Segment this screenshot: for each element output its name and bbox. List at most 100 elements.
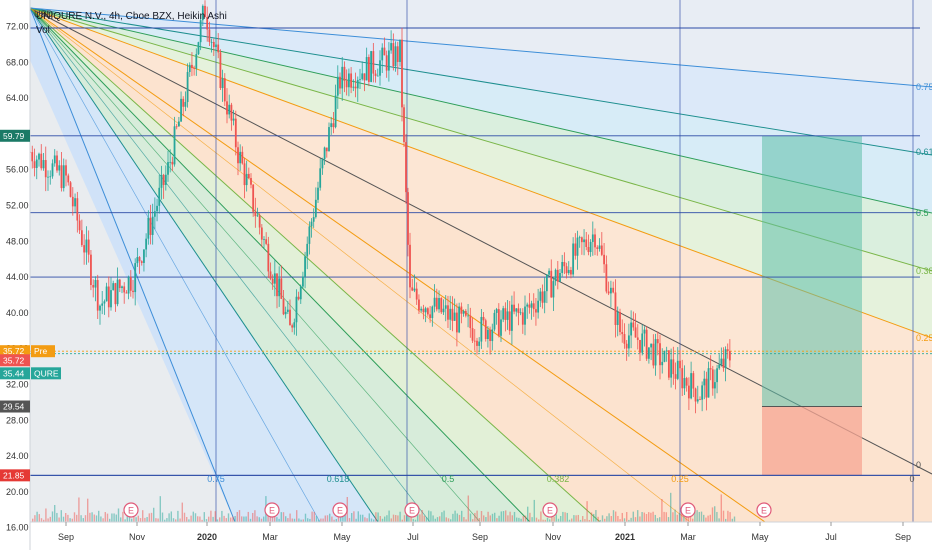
volume-bar: [144, 517, 146, 522]
candle-body: [164, 174, 167, 185]
candle-body: [376, 75, 379, 77]
volume-bar: [241, 516, 243, 522]
candle-body: [451, 308, 454, 321]
volume-bar: [388, 510, 390, 522]
price-badge-tag: [31, 367, 61, 380]
candle-body: [83, 245, 86, 253]
candle-body: [243, 163, 246, 186]
volume-bar: [729, 512, 731, 522]
candle-body: [184, 102, 187, 107]
candle-body: [314, 199, 317, 218]
volume-bar: [434, 518, 436, 522]
candle-body: [513, 304, 515, 312]
candle-body: [453, 312, 456, 321]
volume-bar: [219, 517, 221, 522]
volume-bar: [67, 514, 69, 522]
volume-bar: [423, 515, 425, 522]
candle-body: [464, 310, 467, 316]
candles: [29, 0, 731, 414]
volume-bar: [227, 513, 230, 522]
candle-body: [372, 51, 375, 74]
price-badge-tag-text: Pre: [34, 346, 48, 356]
candle-body: [90, 254, 92, 286]
volume-bar: [705, 517, 707, 522]
candle-body: [361, 73, 364, 80]
volume-bar: [260, 518, 263, 522]
candle-body: [269, 271, 272, 279]
volume-bar: [157, 518, 159, 522]
candle-body: [276, 273, 278, 297]
candle-body: [663, 350, 666, 362]
candle-body: [284, 311, 287, 315]
volume-bar: [463, 517, 465, 522]
volume-bar: [353, 511, 355, 522]
candle-body: [619, 312, 621, 333]
volume-bar: [544, 519, 546, 522]
volume-bar: [183, 512, 186, 522]
fan-bottom-label: 0: [909, 474, 914, 484]
candle-body: [709, 368, 712, 370]
volume-bar: [731, 518, 733, 522]
candle-body: [692, 373, 695, 389]
candle-body: [278, 278, 281, 297]
earnings-marker[interactable]: [542, 502, 558, 518]
volume-bar: [714, 506, 716, 522]
candle-body: [424, 308, 427, 313]
candle-body: [561, 261, 564, 273]
volume-bar: [590, 512, 593, 522]
y-axis-bg: [0, 0, 30, 522]
price-badges: 59.79 35.72 Pre 35.72 35.44 QURE 29.54 21.85: [0, 129, 61, 482]
candle-body: [317, 187, 319, 200]
volume-bar: [113, 513, 115, 522]
volume-bar: [615, 511, 617, 522]
earnings-marker[interactable]: [756, 502, 772, 518]
candle-body: [476, 340, 478, 346]
profit-zone[interactable]: [762, 135, 862, 407]
candle-body: [87, 239, 90, 255]
candle-body: [125, 292, 128, 294]
earnings-marker[interactable]: [264, 502, 280, 518]
price-badge-text: 21.85: [3, 470, 25, 480]
volume-bar: [703, 514, 705, 522]
volume-bar: [575, 515, 577, 522]
volume-bar: [452, 513, 454, 522]
long-position-tool[interactable]: [762, 135, 862, 476]
volume-bar: [366, 518, 368, 522]
candle-body: [585, 239, 588, 247]
candle-body: [51, 163, 54, 177]
candle-body: [426, 308, 429, 315]
candle-body: [40, 153, 43, 169]
volume-bar: [670, 492, 672, 522]
candle-body: [614, 292, 617, 326]
volume-bar: [269, 514, 271, 522]
volume-bar: [634, 517, 637, 522]
candle-body: [403, 107, 405, 143]
volume-bar: [293, 518, 296, 522]
volume-bar: [485, 517, 487, 522]
candle-body: [223, 78, 226, 102]
earnings-marker[interactable]: [680, 502, 696, 518]
volume-bar: [95, 515, 98, 522]
volume-bar: [597, 516, 599, 522]
x-tick-label: May: [751, 532, 769, 542]
earnings-marker[interactable]: [404, 502, 420, 518]
candle-body: [71, 196, 74, 207]
volume-bar: [54, 505, 56, 522]
volume-bar: [225, 518, 227, 522]
candle-body: [539, 291, 542, 301]
candle-body: [449, 308, 452, 320]
candle-body: [500, 319, 502, 336]
volume-bar: [419, 514, 421, 522]
volume-bar: [82, 518, 84, 522]
volume-bar: [344, 510, 346, 522]
volume-bar: [302, 519, 304, 522]
volume-bar: [522, 516, 524, 522]
earnings-marker[interactable]: [123, 502, 139, 518]
loss-zone[interactable]: [762, 406, 862, 476]
candle-body: [444, 305, 447, 309]
candle-body: [156, 205, 158, 212]
earnings-marker[interactable]: [332, 502, 348, 518]
